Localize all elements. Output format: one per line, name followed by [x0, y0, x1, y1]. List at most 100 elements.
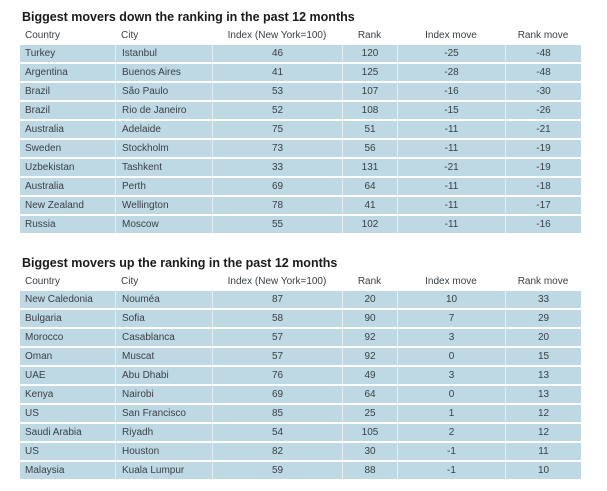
table-header-row: Country City Index (New York=100) Rank Index…: [20, 275, 581, 288]
table-row: Malaysia Kuala Lumpur 59 88 -1 10: [20, 462, 581, 479]
table-row: Morocco Casablanca 57 92 3 20: [20, 329, 581, 346]
index-move-cell: 0: [397, 386, 505, 403]
table-row: Argentina Buenos Aires 41 125 -28 -48: [20, 64, 581, 81]
country-cell: US: [25, 446, 39, 457]
city-cell: Casablanca: [115, 329, 212, 346]
country-cell: Argentina: [25, 67, 68, 78]
rank-cell: 131: [342, 159, 397, 176]
rank-move-cell: -19: [505, 159, 581, 176]
rank-move-cell: 10: [505, 462, 581, 479]
index-cell: 78: [212, 197, 342, 214]
rank-cell: 92: [342, 329, 397, 346]
index-move-cell: -11: [397, 140, 505, 157]
movers-up-table-body: New Caledonia Nouméa 87 20 10 33 Bulgaria Sofia…: [20, 291, 607, 479]
rank-cell: 108: [342, 102, 397, 119]
index-move-cell: -11: [397, 178, 505, 195]
rank-cell: 125: [342, 64, 397, 81]
index-move-cell: -11: [397, 121, 505, 138]
rank-move-cell: 15: [505, 348, 581, 365]
index-move-cell: -1: [397, 462, 505, 479]
table-row: Oman Muscat 57 92 0 15: [20, 348, 581, 365]
index-cell: 55: [212, 216, 342, 233]
column-header-index-move: Index move: [425, 276, 477, 287]
city-cell: Moscow: [115, 216, 212, 233]
index-cell: 69: [212, 178, 342, 195]
city-cell: São Paulo: [115, 83, 212, 100]
country-cell: Australia: [25, 124, 64, 135]
country-cell: Saudi Arabia: [25, 427, 82, 438]
table-row: New Caledonia Nouméa 87 20 10 33: [20, 291, 581, 308]
country-cell: Brazil: [25, 86, 51, 97]
rank-cell: 51: [342, 121, 397, 138]
index-move-cell: -25: [397, 45, 505, 62]
index-move-cell: 10: [397, 291, 505, 308]
table-row: Turkey Istanbul 46 120 -25 -48: [20, 45, 581, 62]
index-cell: 87: [212, 291, 342, 308]
table-row: Russia Moscow 55 102 -11 -16: [20, 216, 581, 233]
table-row: UAE Abu Dhabi 76 49 3 13: [20, 367, 581, 384]
city-cell: Tashkent: [115, 159, 212, 176]
index-move-cell: 1: [397, 405, 505, 422]
city-cell: Riyadh: [115, 424, 212, 441]
index-move-cell: -16: [397, 83, 505, 100]
rank-cell: 25: [342, 405, 397, 422]
index-cell: 46: [212, 45, 342, 62]
movers-up-section: Biggest movers up the ranking in the pas…: [20, 251, 607, 481]
table-row: Australia Perth 69 64 -11 -18: [20, 178, 581, 195]
rank-move-cell: -48: [505, 64, 581, 81]
rank-cell: 120: [342, 45, 397, 62]
column-header-index-move: Index move: [425, 30, 477, 41]
index-cell: 75: [212, 121, 342, 138]
city-cell: Abu Dhabi: [115, 367, 212, 384]
index-move-cell: -15: [397, 102, 505, 119]
rank-move-cell: -30: [505, 83, 581, 100]
index-cell: 54: [212, 424, 342, 441]
table-row: Brazil São Paulo 53 107 -16 -30: [20, 83, 581, 100]
city-cell: Nouméa: [115, 291, 212, 308]
index-cell: 33: [212, 159, 342, 176]
column-header-rank-move: Rank move: [517, 30, 569, 41]
rank-cell: 102: [342, 216, 397, 233]
rank-move-cell: -21: [505, 121, 581, 138]
index-move-cell: 3: [397, 367, 505, 384]
rank-cell: 49: [342, 367, 397, 384]
index-move-cell: -28: [397, 64, 505, 81]
rank-move-cell: -17: [505, 197, 581, 214]
rank-cell: 56: [342, 140, 397, 157]
country-cell: Morocco: [25, 332, 64, 343]
rank-cell: 30: [342, 443, 397, 460]
city-cell: Sofia: [115, 310, 212, 327]
table-row: Uzbekistan Tashkent 33 131 -21 -19: [20, 159, 581, 176]
rank-cell: 41: [342, 197, 397, 214]
rank-move-cell: 12: [505, 405, 581, 422]
table-row: US Houston 82 30 -1 11: [20, 443, 581, 460]
index-cell: 69: [212, 386, 342, 403]
rank-move-cell: 29: [505, 310, 581, 327]
table-row: Saudi Arabia Riyadh 54 105 2 12: [20, 424, 581, 441]
table-row: Australia Adelaide 75 51 -11 -21: [20, 121, 581, 138]
index-cell: 85: [212, 405, 342, 422]
table-row: Sweden Stockholm 73 56 -11 -19: [20, 140, 581, 157]
column-header-country: Country: [25, 276, 61, 287]
rank-move-cell: -48: [505, 45, 581, 62]
table-row: Kenya Nairobi 69 64 0 13: [20, 386, 581, 403]
city-cell: Muscat: [115, 348, 212, 365]
rank-cell: 88: [342, 462, 397, 479]
country-cell: Uzbekistan: [25, 162, 75, 173]
index-move-cell: 2: [397, 424, 505, 441]
index-move-cell: 3: [397, 329, 505, 346]
column-header-index: Index (New York=100): [227, 30, 327, 41]
rank-cell: 20: [342, 291, 397, 308]
rank-move-cell: -18: [505, 178, 581, 195]
table-row: Bulgaria Sofia 58 90 7 29: [20, 310, 581, 327]
table-row: New Zealand Wellington 78 41 -11 -17: [20, 197, 581, 214]
index-move-cell: 0: [397, 348, 505, 365]
table-row: Brazil Rio de Janeiro 52 108 -15 -26: [20, 102, 581, 119]
city-cell: San Francisco: [115, 405, 212, 422]
column-header-city: City: [121, 30, 139, 41]
rank-cell: 107: [342, 83, 397, 100]
movers-down-section: Biggest movers down the ranking in the p…: [20, 5, 607, 235]
city-cell: Nairobi: [115, 386, 212, 403]
city-cell: Stockholm: [115, 140, 212, 157]
index-cell: 82: [212, 443, 342, 460]
